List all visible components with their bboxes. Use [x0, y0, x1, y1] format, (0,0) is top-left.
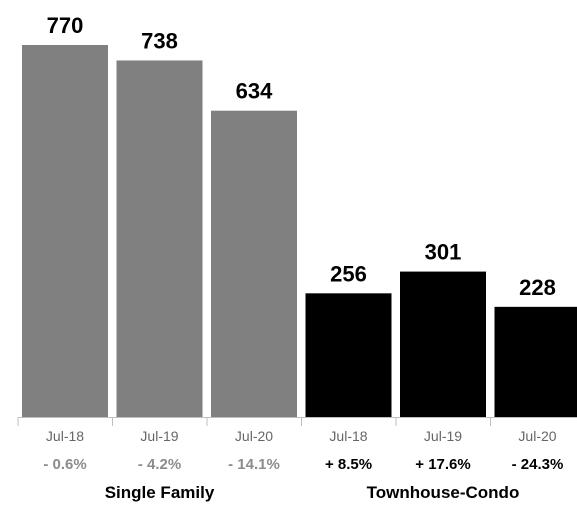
- value-labels: 770 738 634 256 301 228: [47, 13, 556, 300]
- value-label: 770: [47, 13, 84, 38]
- change-label: - 0.6%: [43, 456, 86, 473]
- value-label: 256: [330, 261, 367, 286]
- tick-labels: Jul-18 Jul-19 Jul-20 Jul-18 Jul-19 Jul-20: [46, 428, 557, 444]
- change-label: - 4.2%: [138, 456, 181, 473]
- tick-label: Jul-20: [518, 428, 556, 444]
- x-axis: [17, 417, 577, 426]
- group-label: Townhouse-Condo: [367, 483, 520, 502]
- bar: [22, 45, 108, 417]
- bar: [305, 293, 392, 417]
- tick-label: Jul-18: [329, 428, 367, 444]
- group-label: Single Family: [105, 483, 215, 502]
- tick-label: Jul-18: [46, 428, 84, 444]
- bars: [22, 45, 577, 418]
- bar: [400, 271, 486, 417]
- tick-label: Jul-20: [235, 428, 273, 444]
- tick-label: Jul-19: [424, 428, 462, 444]
- value-label: 738: [141, 28, 178, 53]
- change-label: + 17.6%: [415, 456, 470, 473]
- change-labels: - 0.6% - 4.2% - 14.1% + 8.5% + 17.6% - 24.3%: [43, 456, 563, 473]
- bar: [211, 110, 297, 418]
- bar: [116, 60, 203, 417]
- change-label: - 14.1%: [228, 456, 280, 473]
- value-label: 301: [425, 240, 462, 265]
- tick-label: Jul-19: [140, 428, 178, 444]
- value-label: 634: [236, 79, 273, 104]
- value-label: 228: [519, 275, 556, 300]
- change-label: + 8.5%: [325, 456, 372, 473]
- change-label: - 24.3%: [512, 456, 564, 473]
- bar: [494, 306, 577, 417]
- group-labels: Single Family Townhouse-Condo: [105, 483, 520, 502]
